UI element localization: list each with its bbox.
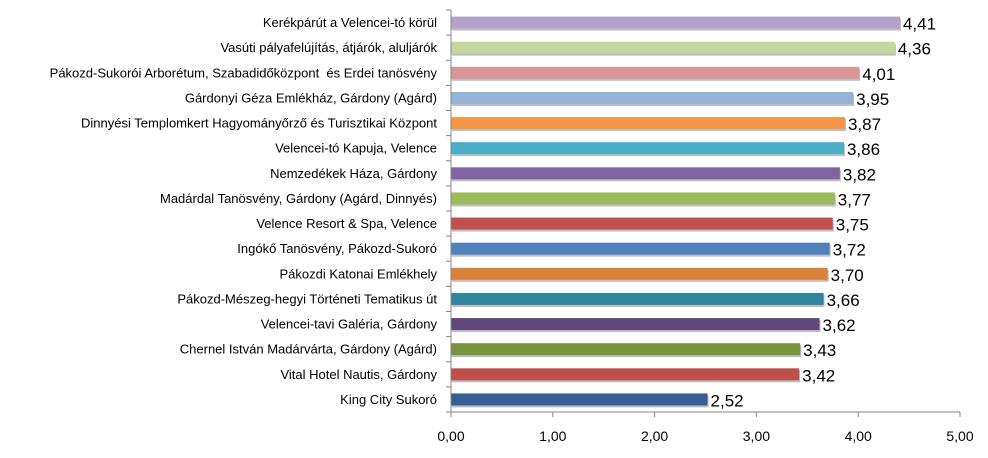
value-labels-group: 4,41 4,364,01 3,95 3,87 3,86 3,82 3,77 3,75 3,72… xyxy=(711,15,936,411)
bar xyxy=(451,66,860,79)
value-label: 4,01 xyxy=(862,65,895,84)
category-label: Chernel István Madárvárta, Gárdony (Agár… xyxy=(180,342,437,357)
value-label: 3,82 xyxy=(843,165,876,184)
bar xyxy=(451,16,900,29)
x-tick-label: 3,00 xyxy=(743,428,770,444)
value-label: 3,87 xyxy=(848,115,881,134)
bar xyxy=(451,167,840,180)
bar xyxy=(451,142,844,155)
bar xyxy=(451,217,833,230)
value-label: 3,70 xyxy=(831,266,864,285)
category-label: Vasúti pályafelújítás, átjárók, aluljáró… xyxy=(220,40,437,55)
bar xyxy=(451,192,835,205)
value-label: 3,72 xyxy=(833,241,866,260)
category-label: Velencei-tó Kapuja, Velence xyxy=(275,141,437,156)
category-label: Dinnyési Templomkert Hagyományőrző és Tu… xyxy=(81,116,437,131)
value-label: 3,86 xyxy=(847,140,880,159)
value-label: 3,62 xyxy=(823,316,856,335)
bar xyxy=(451,91,854,104)
bar xyxy=(451,292,824,305)
value-label: 3,66 xyxy=(827,291,860,310)
bar xyxy=(451,267,828,280)
bar xyxy=(451,318,820,331)
bar xyxy=(451,343,801,356)
category-label: Madárdal Tanösvény, Gárdony (Agárd, Dinn… xyxy=(160,191,437,206)
bar xyxy=(451,117,845,130)
value-label: 3,42 xyxy=(802,366,835,385)
value-label: 3,95 xyxy=(856,90,889,109)
value-label: 4,41 xyxy=(903,15,936,34)
value-label: 3,75 xyxy=(836,216,869,235)
bar xyxy=(451,242,830,255)
bar xyxy=(451,393,708,406)
x-tick-label: 5,00 xyxy=(946,428,973,444)
x-tick-label: 2,00 xyxy=(641,428,668,444)
category-label: Vital Hotel Nautis, Gárdony xyxy=(280,367,437,382)
category-label: Velence Resort & Spa, Velence xyxy=(256,216,437,231)
bars-group xyxy=(451,16,901,408)
category-label: Pákozd-Mészeg-hegyi Történeti Tematikus … xyxy=(177,291,437,306)
x-tick-label: 1,00 xyxy=(539,428,566,444)
category-label: Ingókő Tanösvény, Pákozd-Sukoró xyxy=(237,241,437,256)
x-tick-label: 4,00 xyxy=(845,428,872,444)
x-tick-label: 0,00 xyxy=(437,428,464,444)
bar xyxy=(451,368,800,381)
category-label: Kerékpárút a Velencei-tó körül xyxy=(263,15,437,30)
value-label: 3,43 xyxy=(803,341,836,360)
category-label: Gárdonyi Géza Emlékház, Gárdony (Agárd) xyxy=(185,90,437,105)
category-label: King City Sukoró xyxy=(340,392,437,407)
value-label: 4,36 xyxy=(898,40,931,59)
category-label: Nemzedékek Háza, Gárdony xyxy=(270,166,437,181)
axes-group: 0,00 1,00 2,00 3,00 4,00 5,00 xyxy=(437,9,974,444)
category-label: Pákozd-Sukorói Arborétum, Szabadidőközpo… xyxy=(50,65,438,80)
category-labels-group: Kerékpárút a Velencei-tó körül Vasúti pál… xyxy=(50,15,438,407)
category-label: Pákozdi Katonai Emlékhely xyxy=(279,266,437,281)
value-label: 2,52 xyxy=(711,391,744,410)
category-label: Velencei-tavi Galéria, Gárdony xyxy=(261,317,438,332)
value-label: 3,77 xyxy=(838,190,871,209)
bar xyxy=(451,41,895,54)
